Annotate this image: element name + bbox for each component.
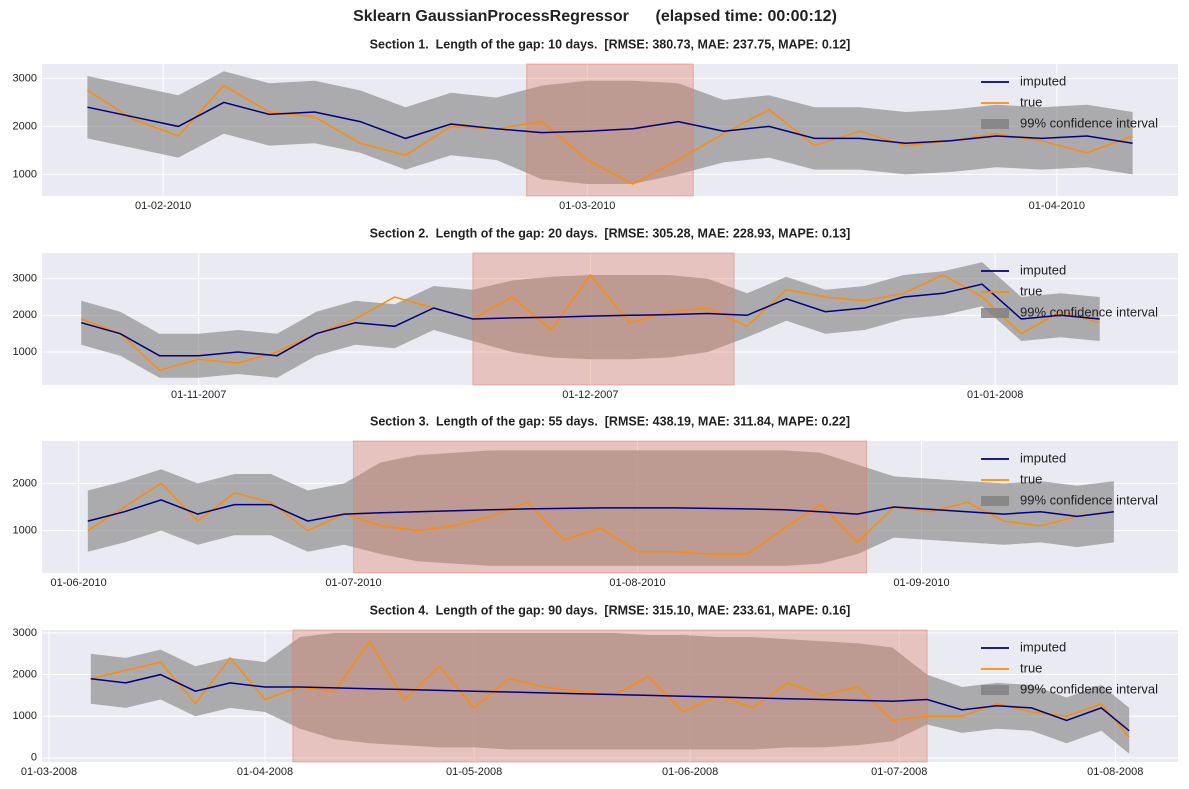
legend-swatch	[981, 496, 1009, 506]
y-tick-label: 3000	[13, 72, 37, 84]
confidence-band	[90, 632, 1130, 754]
x-tick-label: 01-06-2010	[51, 577, 107, 589]
panel-title: Section 2. Length of the gap: 20 days. […	[370, 226, 851, 240]
gap-region	[352, 440, 868, 574]
confidence-band	[81, 262, 1100, 378]
y-tick-label: 2000	[13, 309, 37, 321]
y-tick-label: 1000	[13, 346, 37, 358]
x-tick-label: 01-04-2010	[1029, 200, 1085, 212]
legend-label: true	[1020, 471, 1042, 486]
series-line	[87, 499, 1114, 522]
x-tick-label: 01-06-2008	[662, 766, 718, 778]
x-tick-label: 01-03-2010	[559, 200, 615, 212]
y-tick-label: 1000	[13, 524, 37, 536]
legend-swatch	[981, 685, 1009, 695]
x-tick-label: 01-07-2010	[325, 577, 381, 589]
x-tick-label: 01-05-2008	[446, 766, 502, 778]
legend-label: true	[1020, 94, 1042, 109]
panel-title: Section 4. Length of the gap: 90 days. […	[370, 603, 851, 617]
x-tick-label: 01-02-2010	[135, 200, 191, 212]
y-tick-label: 1000	[13, 168, 37, 180]
x-tick-label: 01-09-2010	[893, 577, 949, 589]
x-tick-label: 01-04-2008	[237, 766, 293, 778]
y-tick-label: 2000	[13, 477, 37, 489]
legend-label: 99% confidence interval	[1020, 115, 1158, 130]
legend-swatch	[981, 308, 1009, 318]
legend-label: true	[1020, 660, 1042, 675]
x-tick-label: 01-11-2007	[171, 389, 226, 401]
y-tick-label: 3000	[13, 627, 37, 639]
y-tick-label: 2000	[13, 668, 37, 680]
panel-title: Section 3. Length of the gap: 55 days. […	[370, 414, 850, 428]
series-line	[87, 101, 1133, 144]
legend-label: 99% confidence interval	[1020, 681, 1158, 696]
y-tick-label: 2000	[13, 120, 37, 132]
legend-label: true	[1020, 283, 1042, 298]
x-tick-label: 01-08-2008	[1087, 766, 1143, 778]
confidence-band	[87, 71, 1133, 184]
x-tick-label: 01-03-2008	[21, 766, 77, 778]
legend-label: imputed	[1020, 450, 1066, 465]
series-line	[87, 482, 1114, 555]
legend-label: imputed	[1020, 639, 1066, 654]
series-line	[90, 673, 1130, 732]
panel-title: Section 1. Length of the gap: 10 days. […	[370, 37, 851, 51]
figure-title: Sklearn GaussianProcessRegressor (elapse…	[353, 8, 837, 25]
legend-label: 99% confidence interval	[1020, 304, 1158, 319]
series-line	[80, 273, 1100, 372]
x-tick-label: 01-12-2007	[562, 389, 618, 401]
x-tick-label: 01-07-2008	[871, 766, 927, 778]
legend-label: imputed	[1020, 262, 1066, 277]
series-line	[80, 283, 1100, 357]
x-tick-label: 01-08-2010	[609, 577, 665, 589]
y-tick-label: 0	[31, 752, 37, 764]
gap-region	[472, 252, 735, 386]
y-tick-label: 3000	[13, 273, 37, 285]
x-tick-label: 01-01-2008	[967, 389, 1023, 401]
legend-label: imputed	[1020, 73, 1066, 88]
legend-swatch	[981, 119, 1009, 129]
legend-label: 99% confidence interval	[1020, 492, 1158, 507]
series-line	[90, 639, 1130, 738]
gap-region	[292, 629, 928, 763]
y-tick-label: 1000	[13, 710, 37, 722]
